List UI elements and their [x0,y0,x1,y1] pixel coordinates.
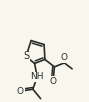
Text: O: O [50,77,57,86]
Text: NH: NH [30,72,44,81]
Text: O: O [17,87,24,96]
Text: O: O [61,53,68,62]
Text: S: S [23,51,29,62]
